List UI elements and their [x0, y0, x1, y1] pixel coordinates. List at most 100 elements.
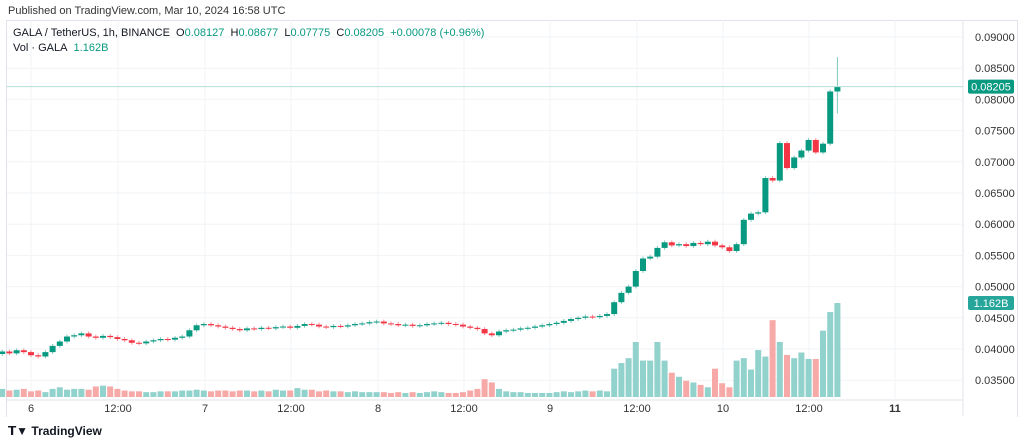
candle-body	[280, 326, 286, 328]
candle-body	[344, 325, 351, 327]
volume-bar	[776, 341, 783, 397]
candle-body	[337, 325, 344, 327]
volume-bar	[416, 392, 423, 397]
volume-bar	[568, 392, 574, 397]
volume-bar	[42, 392, 49, 397]
open-value: 0.08127	[184, 27, 225, 39]
candle-body	[820, 143, 826, 153]
tradingview-logo[interactable]: 𝗧▼ TradingView	[8, 424, 102, 438]
x-tick-label: 12:00	[277, 403, 305, 415]
candle-body	[121, 339, 128, 341]
candle-body	[85, 333, 92, 337]
volume-bar	[496, 388, 502, 397]
x-tick-label: 6	[28, 403, 34, 415]
candle-body	[380, 321, 387, 324]
volume-bar	[488, 382, 495, 397]
y-tick-label: 0.07500	[975, 126, 1015, 138]
candle-body	[179, 336, 186, 338]
volume-bar	[6, 390, 13, 397]
volume-bar	[344, 392, 351, 397]
candle-body	[424, 324, 430, 326]
candle-body	[150, 340, 157, 342]
candle-body	[265, 327, 272, 329]
volume-bar	[827, 312, 834, 397]
last-price-label: 0.08205	[971, 82, 1011, 94]
volume-bar	[352, 391, 358, 397]
candle-body	[618, 292, 625, 303]
y-tick-label: 0.07000	[975, 157, 1015, 169]
candle-body	[6, 351, 13, 354]
x-tick-label: 12:00	[795, 403, 823, 415]
volume-bar	[287, 390, 294, 397]
candle-body	[287, 326, 294, 328]
volume-bar	[510, 392, 517, 397]
volume-bar	[200, 390, 207, 397]
candle-body	[784, 143, 790, 169]
candle-body	[236, 329, 243, 331]
candle-body	[114, 337, 121, 340]
last-volume-badge	[968, 296, 1014, 310]
y-tick-label: 0.08500	[975, 63, 1015, 75]
volume-bar	[78, 388, 85, 397]
candle-body	[92, 336, 99, 338]
x-tick-label: 12:00	[623, 403, 651, 415]
low-label: L	[284, 27, 291, 39]
candle-body	[683, 244, 690, 247]
volume-bar	[560, 391, 567, 397]
candle-body	[488, 333, 495, 336]
candle-body	[661, 242, 668, 248]
candle-body	[704, 241, 711, 245]
volume-bar	[215, 390, 222, 397]
candle-body	[64, 336, 70, 342]
volume-bar	[712, 368, 718, 397]
volume-bar	[596, 390, 603, 397]
y-tick-label: 0.05000	[975, 282, 1015, 294]
candle-body	[409, 324, 416, 326]
volume-bar	[388, 392, 394, 397]
candle-body	[582, 316, 589, 318]
candle-body	[697, 242, 704, 245]
volume-bar	[258, 390, 265, 397]
candle-body	[827, 91, 834, 144]
volume-bar	[805, 358, 812, 397]
candle-body	[78, 333, 85, 336]
candle-body	[294, 325, 301, 328]
volume-bar	[251, 391, 258, 397]
symbol-name[interactable]: GALA / TetherUS, 1h, BINANCE	[13, 27, 170, 39]
volume-bar	[798, 352, 805, 397]
candle-body	[596, 315, 603, 318]
candle-body	[366, 322, 373, 324]
volume-bar	[56, 387, 63, 397]
volume-bar	[503, 391, 510, 397]
volume-bar	[316, 391, 322, 397]
candle-body	[812, 139, 819, 153]
candle-body	[726, 247, 733, 252]
volume-bar	[280, 390, 286, 397]
volume-bar	[143, 392, 150, 397]
candle-body	[452, 324, 459, 326]
volume-bar	[755, 350, 762, 397]
candle-body	[208, 324, 214, 326]
candle-body	[49, 345, 56, 353]
candle-body	[539, 325, 546, 327]
x-tick-label: 9	[547, 403, 553, 415]
brand-name: TradingView	[31, 424, 102, 438]
volume-bar	[265, 391, 272, 397]
last-volume-label: 1.162B	[974, 298, 1009, 310]
volume-bar	[424, 392, 430, 397]
y-tick-label: 0.06000	[975, 219, 1015, 231]
candle-body	[654, 247, 661, 257]
volume-bar	[323, 390, 330, 397]
volume-bar	[719, 383, 726, 397]
candle-body	[676, 244, 682, 246]
candle-body	[438, 322, 445, 324]
candle-body	[798, 150, 805, 158]
candle-body	[740, 219, 747, 245]
candle-body	[611, 302, 618, 315]
candle-body	[316, 324, 322, 327]
volume-bar	[359, 392, 366, 397]
volume-bar	[769, 320, 776, 397]
volume-bar	[172, 391, 178, 397]
change-value: +0.00078 (+0.96%)	[390, 27, 485, 39]
